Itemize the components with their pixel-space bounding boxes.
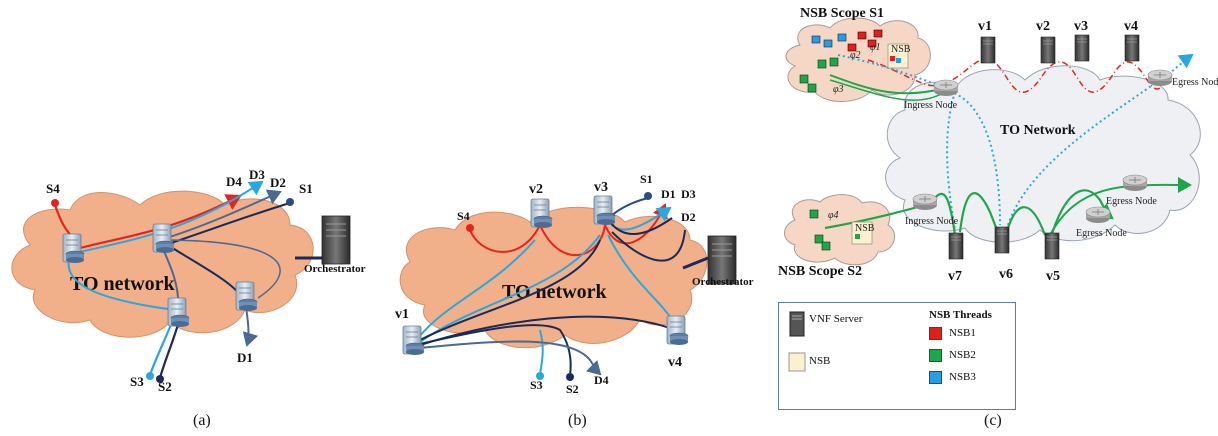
- cloud-label-c: TO Network: [1000, 123, 1076, 138]
- source-label: S2: [158, 379, 172, 394]
- nsb-box-icon: [788, 352, 806, 372]
- thread-swatch: [929, 327, 942, 340]
- server-label: v2: [1036, 19, 1050, 34]
- cloud-label-a: TO network: [70, 273, 176, 295]
- caption-b: (b): [568, 412, 587, 429]
- server-label: v4: [668, 355, 682, 370]
- egress-router-icon: [1085, 206, 1111, 224]
- source-label: S3: [130, 374, 144, 389]
- legend: VNF Server NSB NSB Threads NSB1 NSB2 NSB…: [778, 302, 1016, 410]
- vnf-server-icon: [1124, 34, 1140, 62]
- egress-label: Egress Node: [1106, 196, 1157, 207]
- server-icon: [152, 223, 175, 254]
- vnf-server-icon: [994, 226, 1010, 254]
- phi-label: φ3: [833, 84, 844, 95]
- source-label: S2: [566, 382, 579, 396]
- egress-router-icon: [1147, 69, 1173, 87]
- vnf-server-icon: [980, 36, 996, 64]
- thread-swatch: [929, 349, 942, 362]
- phi-label: φ1: [870, 42, 881, 53]
- destination-label: D1: [661, 187, 676, 201]
- server-icon: [666, 315, 689, 346]
- source-label: S1: [640, 172, 653, 186]
- ingress-label: Ingress Node: [905, 216, 959, 227]
- thread-swatch: [929, 371, 942, 384]
- vnf-server-icon: [948, 232, 964, 260]
- server-label: v7: [948, 269, 962, 284]
- destination-label: D2: [681, 210, 696, 224]
- svg-text:NSB: NSB: [855, 223, 875, 234]
- destination-label: D2: [270, 175, 286, 190]
- panel-a: TO network S4 S1 S3 S2 D4 D3 D2 D1 Orche…: [11, 167, 366, 429]
- cloud-label-b: TO network: [502, 281, 608, 303]
- server-label: v1: [395, 307, 409, 322]
- ingress-router-icon: [933, 79, 959, 97]
- server-icon: [530, 198, 553, 229]
- server-label: v2: [529, 182, 543, 197]
- server-label: v3: [1074, 19, 1088, 34]
- server-icon: [593, 195, 616, 226]
- server-icon: [167, 297, 190, 328]
- to-network-cloud-c: [885, 65, 1201, 243]
- vnf-server-icon: [789, 311, 805, 337]
- ingress-label: Ingress Node: [904, 100, 958, 111]
- source-label: S4: [46, 181, 60, 196]
- server-label: v1: [978, 19, 992, 34]
- svg-text:NSB: NSB: [891, 44, 911, 55]
- destination-label: D1: [237, 350, 253, 365]
- caption-c: (c): [984, 412, 1002, 429]
- scope-s2-cloud: [784, 194, 896, 266]
- source-label: S4: [457, 209, 470, 223]
- legend-nsb: NSB: [809, 355, 831, 367]
- scope-s1-label: NSB Scope S1: [800, 6, 884, 21]
- panel-b: TO network v2 v3 v1 v4 S4 S1 S3 S2 D: [395, 172, 754, 429]
- server-label: v4: [1124, 19, 1138, 34]
- server-icon: [235, 281, 258, 312]
- legend-threads-title: NSB Threads: [929, 309, 992, 321]
- egress-router-icon: [1122, 174, 1148, 192]
- phi-label: φ2: [850, 50, 861, 61]
- nsb-cube: NSB: [887, 43, 911, 69]
- phi-label: φ4: [828, 210, 839, 221]
- legend-thread: NSB3: [949, 371, 976, 383]
- egress-label: Egress Node: [1076, 228, 1127, 239]
- destination-label: D4: [226, 174, 242, 189]
- destination-label: D3: [681, 187, 696, 201]
- destination-label: D3: [249, 167, 265, 182]
- legend-vnf-server: VNF Server: [809, 313, 863, 325]
- server-icon: [402, 325, 425, 356]
- orchestrator-icon: [321, 215, 351, 265]
- orchestrator-label: Orchestrator: [304, 263, 366, 275]
- source-label: S1: [299, 181, 313, 196]
- server-label: v6: [999, 267, 1013, 282]
- scope-s2-label: NSB Scope S2: [778, 264, 862, 279]
- source-label: S3: [530, 378, 543, 392]
- server-label: v5: [1046, 269, 1060, 284]
- legend-thread: NSB2: [949, 349, 976, 361]
- vnf-server-icon: [1044, 232, 1060, 260]
- orchestrator-label: Orchestrator: [692, 276, 754, 288]
- server-icon: [62, 233, 85, 264]
- vnf-server-icon: [1040, 36, 1056, 64]
- server-label: v3: [594, 180, 608, 195]
- nsb-cube: NSB: [851, 221, 875, 245]
- legend-thread: NSB1: [949, 327, 976, 339]
- caption-a: (a): [193, 412, 211, 429]
- egress-label: Egress Node: [1172, 77, 1218, 88]
- vnf-server-icon: [1074, 34, 1090, 62]
- ingress-router-icon: [912, 193, 938, 211]
- panel-c: TO Network NSB Scope S1 NSB Scope S2: [778, 6, 1218, 429]
- destination-label: D4: [594, 373, 609, 387]
